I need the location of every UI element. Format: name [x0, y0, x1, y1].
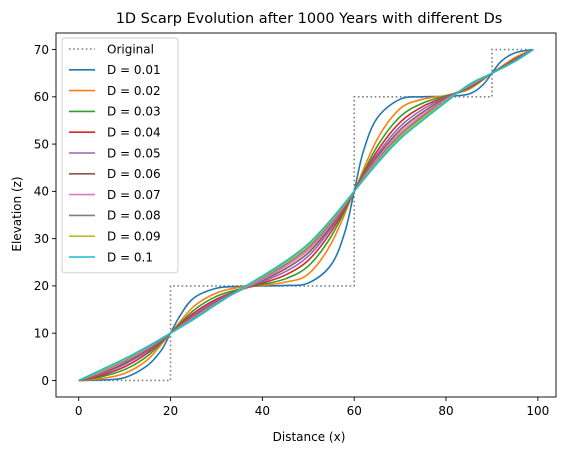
x-tick-label: 20: [163, 404, 178, 418]
series-line-10: [78, 48, 534, 382]
y-tick-label: 30: [34, 232, 49, 246]
y-tick-label: 40: [34, 185, 49, 199]
x-tick-label: 40: [255, 404, 270, 418]
legend-label: D = 0.05: [107, 146, 161, 160]
legend-label: D = 0.04: [107, 126, 161, 140]
legend-label: D = 0.02: [107, 84, 161, 98]
legend-box: [61, 37, 179, 274]
chart-title: 1D Scarp Evolution after 1000 Years with…: [116, 11, 503, 27]
axes-frame: [55, 32, 557, 398]
plot-area: [78, 48, 534, 382]
y-tick-label: 50: [34, 137, 49, 151]
x-tick-label: 100: [526, 404, 549, 418]
y-tick-label: 20: [34, 279, 49, 293]
y-axis-label: Elevation (z): [10, 176, 24, 251]
series-line-original: [78, 48, 534, 382]
legend-label: D = 0.06: [107, 167, 161, 181]
axis-ticks: 0 20 40 60 80 100 0 10 20 30 40 50 60 70: [34, 32, 557, 418]
legend-label: D = 0.01: [107, 63, 161, 77]
x-axis-label: Distance (x): [273, 430, 346, 444]
legend-label: D = 0.1: [107, 250, 153, 264]
legend-label: D = 0.09: [107, 230, 161, 244]
x-tick-label: 80: [438, 404, 453, 418]
legend: Original D = 0.01 D = 0.02 D = 0.03 D = 0.04…: [61, 37, 179, 274]
series-line-1: [78, 48, 534, 382]
y-tick-label: 10: [34, 326, 49, 340]
x-tick-label: 0: [75, 404, 83, 418]
y-tick-label: 0: [41, 374, 49, 388]
x-tick-label: 60: [347, 404, 362, 418]
legend-label: D = 0.07: [107, 188, 161, 202]
y-tick-label: 70: [34, 43, 49, 57]
legend-label: D = 0.08: [107, 209, 161, 223]
legend-label: D = 0.03: [107, 105, 161, 119]
legend-label: Original: [107, 42, 154, 56]
y-tick-label: 60: [34, 90, 49, 104]
